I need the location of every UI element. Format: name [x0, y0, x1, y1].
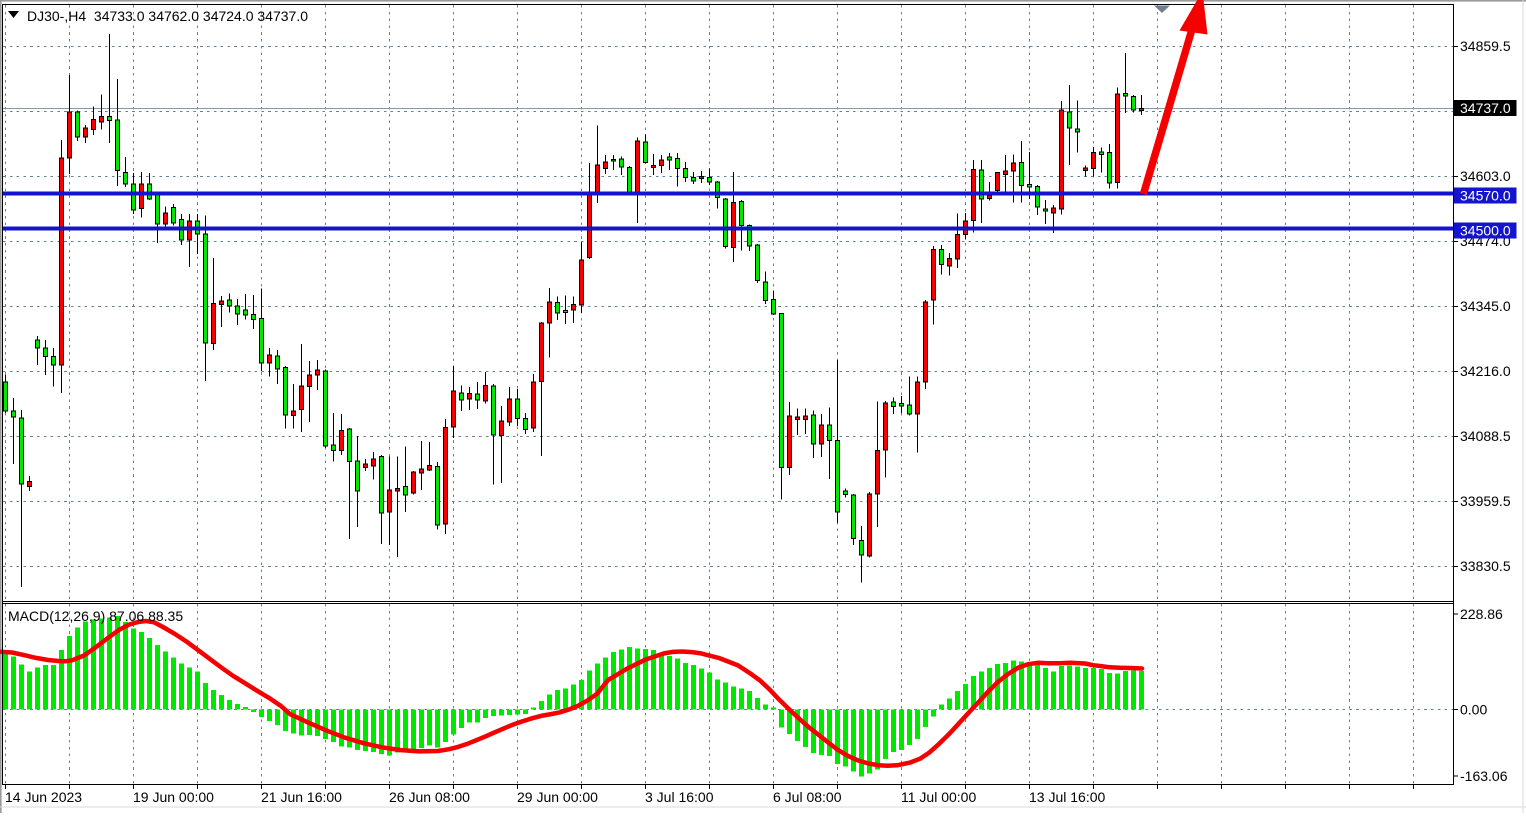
svg-text:34345.0: 34345.0 — [1460, 298, 1511, 314]
svg-text:34500.0: 34500.0 — [1460, 223, 1511, 239]
svg-text:0.00: 0.00 — [1460, 702, 1487, 718]
svg-text:33959.5: 33959.5 — [1460, 493, 1511, 509]
svg-text:21 Jun 16:00: 21 Jun 16:00 — [261, 789, 342, 805]
svg-text:-163.06: -163.06 — [1460, 768, 1508, 784]
svg-text:34737.0: 34737.0 — [1460, 100, 1511, 116]
svg-text:19 Jun 00:00: 19 Jun 00:00 — [133, 789, 214, 805]
svg-text:MACD(12,26,9) 87.06 88.35: MACD(12,26,9) 87.06 88.35 — [8, 608, 183, 624]
svg-text:228.86: 228.86 — [1460, 606, 1503, 622]
svg-text:13 Jul 16:00: 13 Jul 16:00 — [1029, 789, 1105, 805]
svg-text:6 Jul 08:00: 6 Jul 08:00 — [773, 789, 842, 805]
svg-text:34859.5: 34859.5 — [1460, 38, 1511, 54]
svg-text:34570.0: 34570.0 — [1460, 188, 1511, 204]
svg-text:34088.5: 34088.5 — [1460, 428, 1511, 444]
svg-text:14 Jun 2023: 14 Jun 2023 — [5, 789, 82, 805]
svg-text:33830.5: 33830.5 — [1460, 558, 1511, 574]
svg-text:29 Jun 00:00: 29 Jun 00:00 — [517, 789, 598, 805]
svg-text:34603.0: 34603.0 — [1460, 168, 1511, 184]
svg-text:26 Jun 08:00: 26 Jun 08:00 — [389, 789, 470, 805]
svg-text:11 Jul 00:00: 11 Jul 00:00 — [901, 789, 976, 805]
svg-text:3 Jul 16:00: 3 Jul 16:00 — [645, 789, 714, 805]
svg-text:34216.0: 34216.0 — [1460, 363, 1511, 379]
svg-text:DJ30-,H4 34733.0 34762.0 3472: DJ30-,H4 34733.0 34762.0 34724.0 34737.0 — [27, 8, 308, 24]
